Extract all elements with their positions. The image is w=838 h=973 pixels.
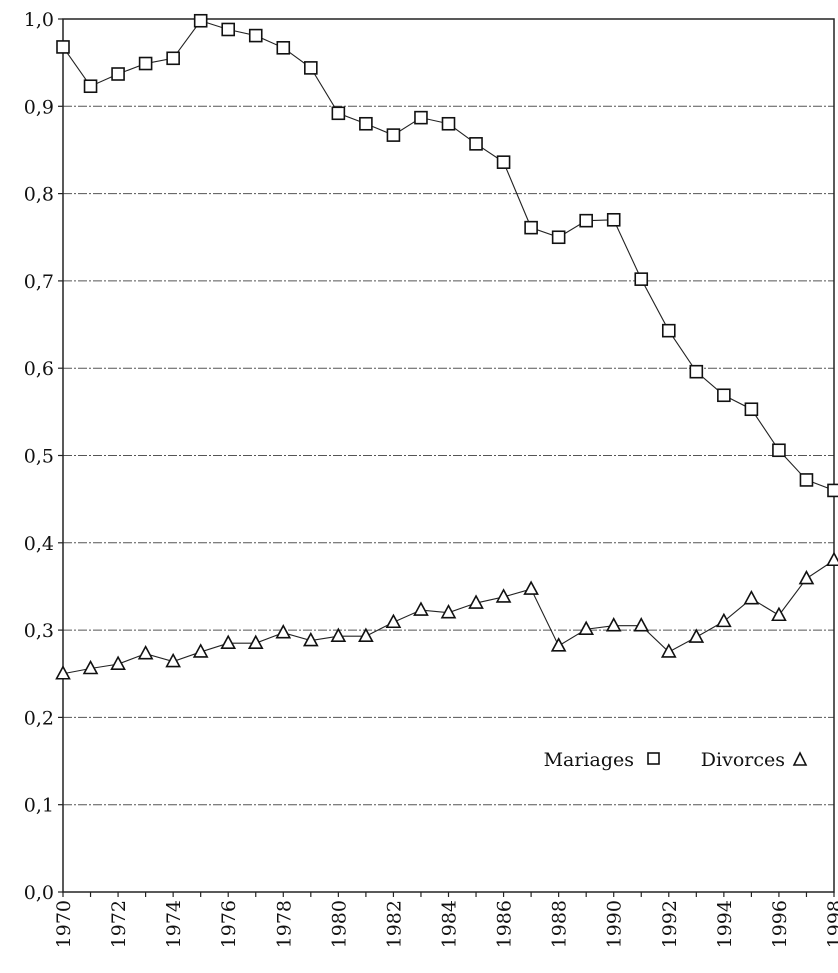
x-tick-label: 1998 <box>824 900 838 948</box>
y-tick-label: 0,2 <box>24 707 54 729</box>
data-point-triangle <box>688 628 705 643</box>
data-point-triangle <box>110 655 126 670</box>
data-point-triangle <box>413 601 429 616</box>
x-tick-label: 1978 <box>273 900 295 948</box>
data-point-square <box>661 323 676 338</box>
series-divorces <box>55 551 838 680</box>
data-point-square <box>359 116 373 131</box>
data-point-triangle <box>192 643 209 658</box>
data-point-square <box>689 364 704 379</box>
series <box>55 13 838 680</box>
data-point-square <box>496 155 511 169</box>
x-tick-label: 1994 <box>714 900 736 948</box>
data-point-square <box>579 213 593 228</box>
data-point-triangle <box>385 613 402 629</box>
x-tick-label: 1980 <box>328 900 350 948</box>
data-point-triangle <box>660 643 677 658</box>
x-tick-label: 1982 <box>383 900 405 948</box>
data-point-triangle <box>798 569 815 585</box>
data-point-square <box>221 22 236 37</box>
data-point-square <box>827 483 838 498</box>
data-point-triangle <box>523 580 539 595</box>
legend-marker-square-icon <box>647 752 660 765</box>
legend: Mariages Divorces <box>544 749 808 771</box>
data-point-triangle <box>440 603 457 619</box>
data-point-triangle <box>165 652 181 668</box>
y-tick-label: 1,0 <box>24 9 54 31</box>
x-tick-label: 1986 <box>494 900 516 948</box>
data-point-square <box>248 28 263 43</box>
data-point-triangle <box>247 634 264 649</box>
y-tick-label: 0,9 <box>24 96 54 118</box>
legend-label-divorces: Divorces <box>701 749 785 771</box>
data-point-square <box>386 128 401 142</box>
series-line-mariages <box>62 20 835 491</box>
data-point-triangle <box>771 606 787 622</box>
data-point-square <box>166 51 180 66</box>
y-tick-label: 0,1 <box>24 795 54 817</box>
series-mariages <box>56 13 838 498</box>
x-tick-label: 1976 <box>218 900 240 948</box>
gridlines <box>63 105 834 806</box>
y-tick-label: 0,8 <box>24 184 54 206</box>
y-tick-label: 0,4 <box>24 533 54 555</box>
data-point-triangle <box>82 659 99 675</box>
data-point-square <box>772 443 786 458</box>
data-point-triangle <box>550 637 567 652</box>
data-point-square <box>111 67 125 81</box>
x-tick-label: 1996 <box>769 900 791 948</box>
y-tick-label: 0,7 <box>24 271 54 293</box>
data-point-square <box>331 106 346 121</box>
data-point-triangle <box>220 634 237 649</box>
x-tick-label: 1974 <box>163 900 185 948</box>
x-tick-label: 1988 <box>549 900 571 948</box>
data-point-triangle <box>55 665 71 680</box>
x-tick-label: 1972 <box>108 900 130 948</box>
x-tick-label: 1990 <box>604 900 626 948</box>
data-point-triangle <box>137 644 154 660</box>
x-tick-label: 1984 <box>439 900 461 948</box>
data-point-square <box>276 41 291 55</box>
data-point-triangle <box>743 589 760 605</box>
data-point-triangle <box>275 624 292 639</box>
data-point-triangle <box>330 627 347 643</box>
y-tick-label: 0,3 <box>24 620 54 642</box>
data-point-square <box>414 110 428 125</box>
data-point-square <box>524 220 538 235</box>
data-point-square <box>634 272 649 286</box>
data-point-triangle <box>302 631 319 647</box>
data-point-triangle <box>495 588 512 603</box>
y-tick-label: 0,5 <box>24 446 54 468</box>
data-point-triangle <box>578 620 595 636</box>
legend-label-mariages: Mariages <box>544 749 634 771</box>
data-point-triangle <box>605 617 622 632</box>
data-point-square <box>304 61 318 75</box>
data-point-square <box>83 79 98 94</box>
data-point-square <box>193 13 208 28</box>
y-tick-label: 0,0 <box>24 882 54 904</box>
data-point-triangle <box>358 627 374 643</box>
data-point-square <box>799 473 814 487</box>
y-tick-label: 0,6 <box>24 358 54 380</box>
data-point-square <box>717 388 731 403</box>
legend-marker-triangle-icon <box>792 751 808 766</box>
data-point-square <box>441 116 456 131</box>
data-point-triangle <box>716 612 732 628</box>
data-point-triangle <box>826 551 838 567</box>
data-point-square <box>551 230 566 245</box>
data-point-square <box>138 56 153 71</box>
data-point-square <box>56 40 70 54</box>
x-tick-label: 1992 <box>659 900 681 948</box>
data-point-square <box>744 402 759 417</box>
axes: 0,0 0,1 0,2 0,3 0,4 0,5 0,6 0,7 0,8 0,9 1,0 1970 197… <box>24 9 838 948</box>
data-point-triangle <box>468 594 484 609</box>
x-tick-label: 1970 <box>53 900 75 948</box>
data-point-square <box>469 137 483 151</box>
data-point-square <box>606 212 621 227</box>
data-point-triangle <box>633 617 650 632</box>
